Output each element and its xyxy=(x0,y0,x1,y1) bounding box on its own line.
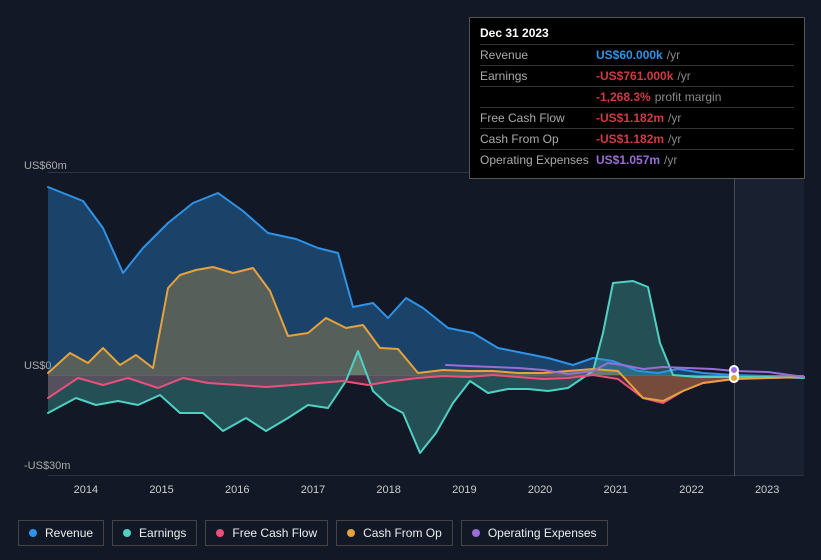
legend-item[interactable]: Cash From Op xyxy=(336,520,453,546)
x-tick-label: 2017 xyxy=(275,484,351,496)
tooltip-suffix: /yr xyxy=(664,153,677,167)
legend-color-dot xyxy=(347,529,355,537)
tooltip-row: -1,268.3% profit margin xyxy=(480,86,794,107)
x-tick-label: 2021 xyxy=(578,484,654,496)
tooltip-suffix: profit margin xyxy=(655,90,722,104)
legend-label: Free Cash Flow xyxy=(232,526,317,540)
tooltip-rows: RevenueUS$60.000k/yrEarnings-US$761.000k… xyxy=(480,44,794,170)
tooltip-suffix: /yr xyxy=(668,111,681,125)
hover-point xyxy=(729,365,739,375)
plot-area[interactable] xyxy=(48,172,804,476)
x-tick-label: 2023 xyxy=(729,484,805,496)
x-axis-labels: 2014201520162017201820192020202120222023 xyxy=(48,484,805,496)
tooltip-row: Operating ExpensesUS$1.057m/yr xyxy=(480,149,794,170)
financials-chart[interactable]: US$60m US$0 -US$30m 20142015201620172018… xyxy=(0,160,821,560)
legend-label: Operating Expenses xyxy=(488,526,597,540)
legend-item[interactable]: Revenue xyxy=(18,520,104,546)
hover-line xyxy=(734,172,735,476)
x-tick-label: 2018 xyxy=(351,484,427,496)
x-tick-label: 2020 xyxy=(502,484,578,496)
tooltip-value: -1,268.3% xyxy=(596,90,651,104)
tooltip-value: -US$1.182m xyxy=(596,111,664,125)
tooltip-row: Earnings-US$761.000k/yr xyxy=(480,65,794,86)
x-tick-label: 2022 xyxy=(654,484,730,496)
legend-color-dot xyxy=(216,529,224,537)
tooltip-suffix: /yr xyxy=(667,48,680,62)
tooltip-value: -US$1.182m xyxy=(596,132,664,146)
tooltip-label: Revenue xyxy=(480,48,596,62)
x-tick-label: 2016 xyxy=(199,484,275,496)
tooltip-suffix: /yr xyxy=(677,69,690,83)
tooltip-value: US$60.000k xyxy=(596,48,663,62)
tooltip-row: Free Cash Flow-US$1.182m/yr xyxy=(480,107,794,128)
y-tick-label: US$60m xyxy=(24,160,67,172)
tooltip-label: Earnings xyxy=(480,69,596,83)
legend-item[interactable]: Earnings xyxy=(112,520,197,546)
legend-item[interactable]: Operating Expenses xyxy=(461,520,608,546)
legend-label: Cash From Op xyxy=(363,526,442,540)
x-tick-label: 2019 xyxy=(427,484,503,496)
tooltip-label: Free Cash Flow xyxy=(480,111,596,125)
tooltip-title: Dec 31 2023 xyxy=(480,26,794,40)
tooltip-label: Operating Expenses xyxy=(480,153,596,167)
x-tick-label: 2015 xyxy=(124,484,200,496)
tooltip-suffix: /yr xyxy=(668,132,681,146)
tooltip-value: -US$761.000k xyxy=(596,69,673,83)
legend-item[interactable]: Free Cash Flow xyxy=(205,520,328,546)
legend-color-dot xyxy=(123,529,131,537)
chart-tooltip: Dec 31 2023 RevenueUS$60.000k/yrEarnings… xyxy=(469,17,805,179)
x-tick-label: 2014 xyxy=(48,484,124,496)
tooltip-row: RevenueUS$60.000k/yr xyxy=(480,44,794,65)
chart-legend: Revenue Earnings Free Cash Flow Cash From O… xyxy=(18,520,608,546)
legend-color-dot xyxy=(472,529,480,537)
chart-svg xyxy=(48,173,804,477)
tooltip-value: US$1.057m xyxy=(596,153,660,167)
tooltip-row: Cash From Op-US$1.182m/yr xyxy=(480,128,794,149)
legend-label: Earnings xyxy=(139,526,186,540)
legend-color-dot xyxy=(29,529,37,537)
tooltip-label: Cash From Op xyxy=(480,132,596,146)
legend-label: Revenue xyxy=(45,526,93,540)
